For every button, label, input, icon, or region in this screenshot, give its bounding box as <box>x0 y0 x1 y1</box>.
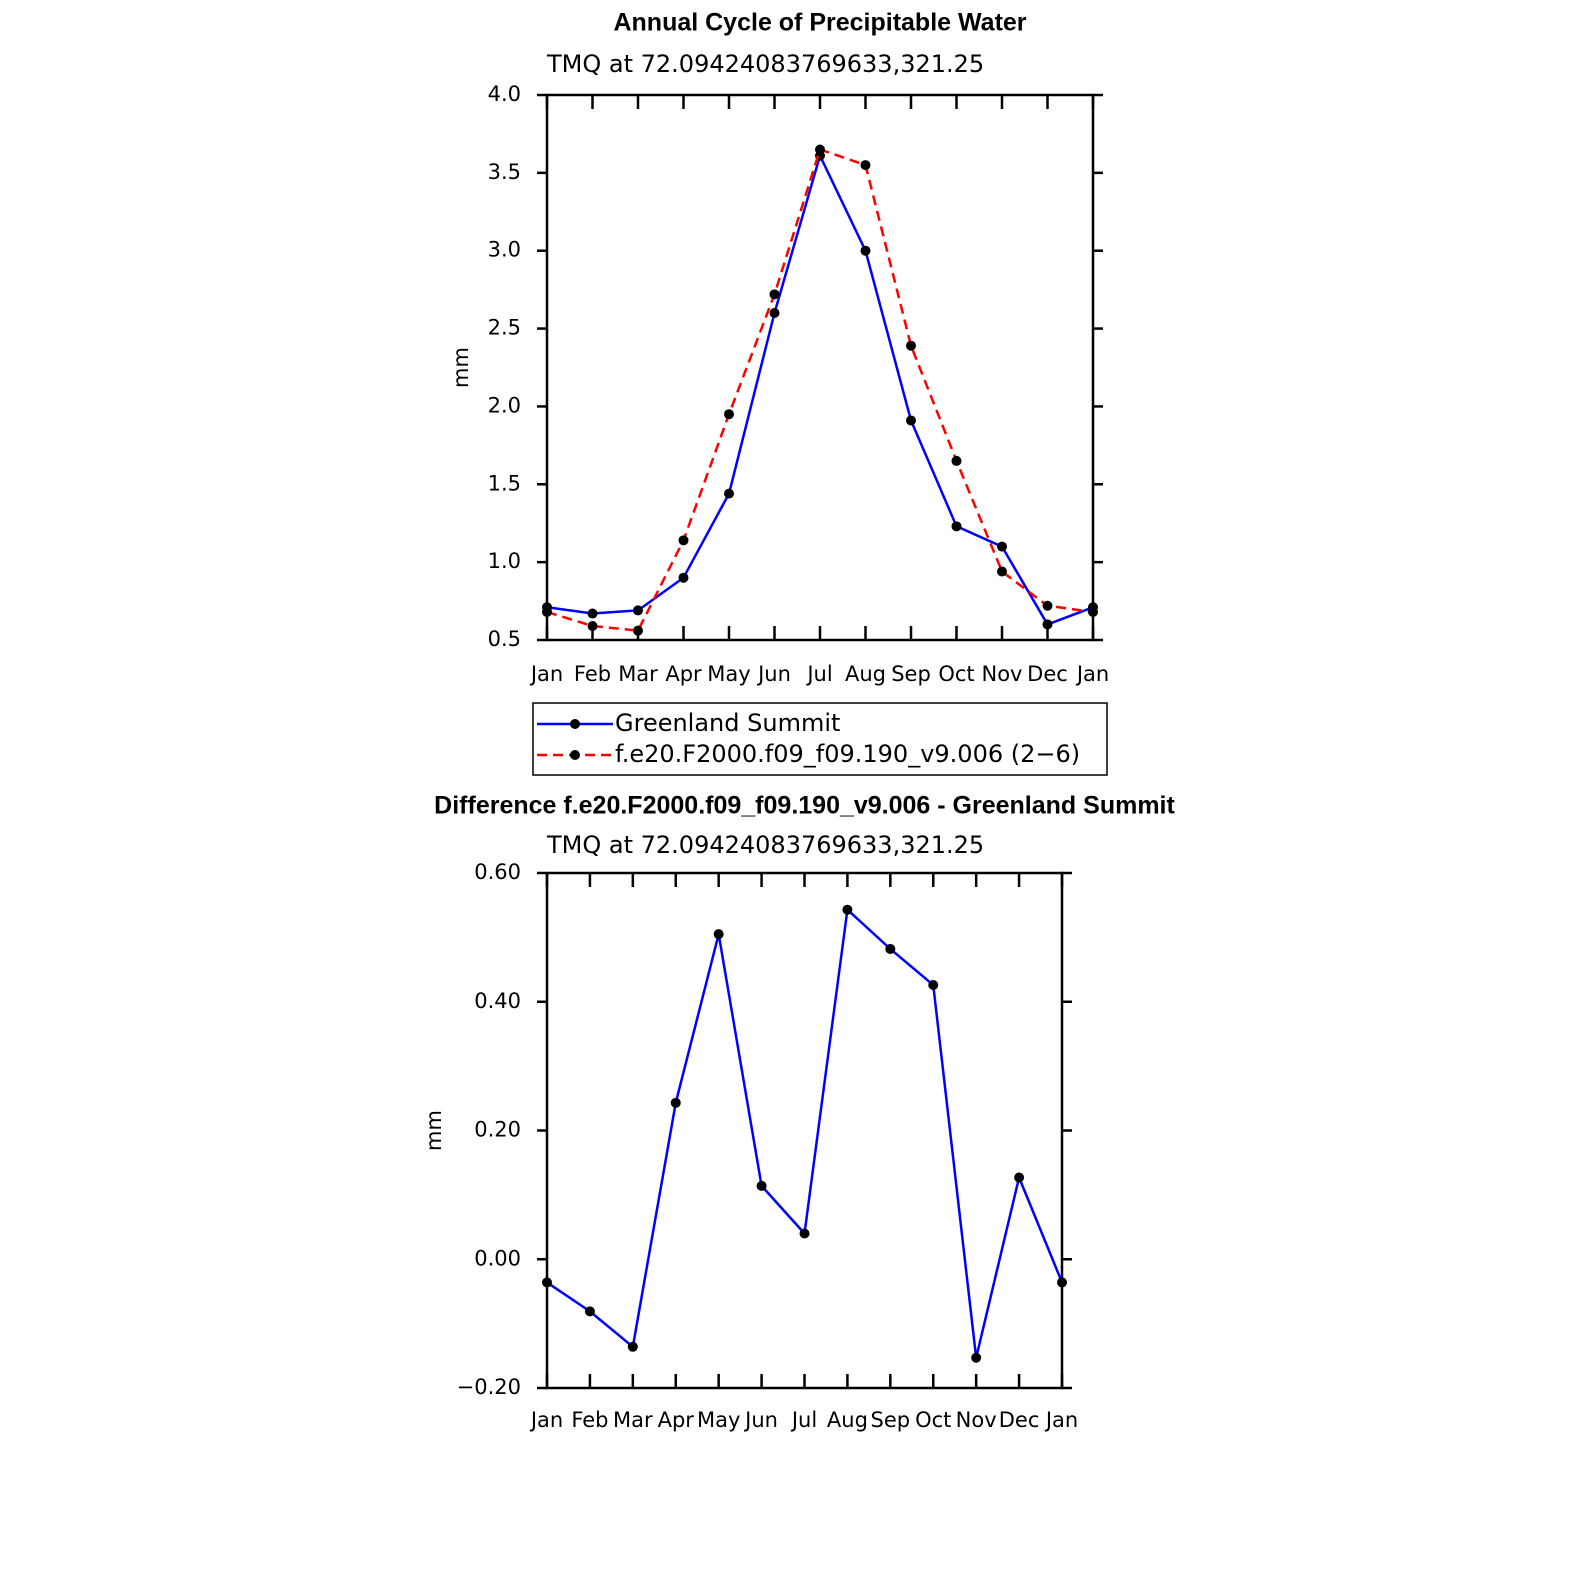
x-tick-label: Jul <box>790 1408 817 1432</box>
marker <box>928 980 939 991</box>
x-tick-label: May <box>697 1408 740 1432</box>
x-tick-label: Jul <box>805 662 832 686</box>
x-tick-label: Jun <box>743 1408 778 1432</box>
legend-box <box>532 702 1108 776</box>
x-tick-label: Jan <box>529 662 563 686</box>
marker <box>1042 600 1053 611</box>
marker <box>906 415 916 426</box>
marker <box>1057 1277 1067 1288</box>
marker <box>678 572 689 583</box>
marker <box>799 1228 810 1239</box>
y-tick-label: 2.0 <box>488 393 521 417</box>
x-tick-label: Sep <box>891 662 931 686</box>
marker <box>997 566 1007 577</box>
marker <box>951 521 962 532</box>
x-tick-label: Jan <box>1075 662 1109 686</box>
y-tick-label: 3.0 <box>488 238 521 262</box>
marker <box>724 409 734 420</box>
y-tick-label: 0.40 <box>474 989 521 1013</box>
marker <box>587 620 598 631</box>
x-tick-label: Sep <box>871 1408 911 1432</box>
legend-marker <box>570 750 580 760</box>
y-tick-label: 0.20 <box>474 1118 521 1142</box>
x-tick-label: Nov <box>956 1408 997 1432</box>
y-tick-label: 0.5 <box>488 627 521 651</box>
marker <box>906 340 916 351</box>
marker <box>1042 619 1053 630</box>
marker <box>633 605 643 616</box>
x-tick-label: Feb <box>574 662 611 686</box>
marker <box>756 1180 767 1191</box>
y-tick-label: 2.5 <box>488 316 521 340</box>
marker <box>885 943 896 954</box>
marker <box>860 160 871 171</box>
y-tick-label: −0.20 <box>457 1375 521 1399</box>
x-tick-label: Apr <box>658 1408 695 1432</box>
x-tick-label: Aug <box>845 662 886 686</box>
y-tick-label: 1.0 <box>488 549 521 573</box>
marker <box>584 1306 595 1317</box>
chart-subtitle: TMQ at 72.09424083769633,321.25 <box>546 50 984 78</box>
series-line <box>546 147 1094 632</box>
marker <box>724 488 734 499</box>
y-axis-label: mm <box>449 347 473 388</box>
plot-frame <box>545 93 1095 642</box>
marker <box>1014 1172 1025 1183</box>
x-tick-label: Mar <box>613 1408 653 1432</box>
marker <box>1088 606 1098 617</box>
marker <box>587 608 598 619</box>
x-tick-label: Dec <box>1027 662 1068 686</box>
x-tick-label: Jan <box>529 1408 563 1432</box>
x-tick-label: Aug <box>827 1408 868 1432</box>
y-tick-label: 0.00 <box>474 1246 521 1270</box>
marker <box>670 1097 681 1108</box>
chart-subtitle: TMQ at 72.09424083769633,321.25 <box>546 831 984 859</box>
x-tick-label: Jan <box>1044 1408 1078 1432</box>
legend-label: Greenland Summit <box>615 709 840 737</box>
y-tick-label: 3.5 <box>488 160 521 184</box>
marker <box>769 308 780 318</box>
x-tick-label: Oct <box>938 662 974 686</box>
marker <box>627 1341 638 1352</box>
marker <box>542 1277 552 1288</box>
marker <box>997 541 1007 552</box>
y-axis-label: mm <box>422 1110 446 1151</box>
y-tick-label: 0.60 <box>474 860 521 884</box>
marker <box>951 455 962 466</box>
x-tick-label: Apr <box>665 662 702 686</box>
chart-title: Annual Cycle of Precipitable Water <box>613 9 1026 37</box>
series-line <box>546 907 1064 1359</box>
marker <box>815 144 825 155</box>
marker <box>842 904 853 915</box>
y-tick-label: 1.5 <box>488 471 521 495</box>
marker <box>971 1352 982 1363</box>
x-tick-label: May <box>707 662 750 686</box>
legend-marker <box>570 719 580 729</box>
x-tick-label: Jun <box>756 662 791 686</box>
marker <box>860 245 871 256</box>
x-tick-label: Feb <box>571 1408 608 1432</box>
x-tick-label: Mar <box>618 662 658 686</box>
marker <box>769 289 780 300</box>
marker <box>633 625 643 636</box>
marker <box>542 606 552 617</box>
x-tick-label: Dec <box>999 1408 1040 1432</box>
plot-frame <box>545 871 1064 1390</box>
legend-label: f.e20.F2000.f09_f09.190_v9.006 (2−6) <box>615 740 1080 768</box>
x-tick-label: Oct <box>915 1408 951 1432</box>
series-line <box>546 152 1094 626</box>
y-tick-label: 4.0 <box>488 82 521 106</box>
chart-title: Difference f.e20.F2000.f09_f09.190_v9.00… <box>434 792 1175 820</box>
marker <box>678 535 689 546</box>
marker <box>713 929 724 940</box>
x-tick-label: Nov <box>982 662 1023 686</box>
